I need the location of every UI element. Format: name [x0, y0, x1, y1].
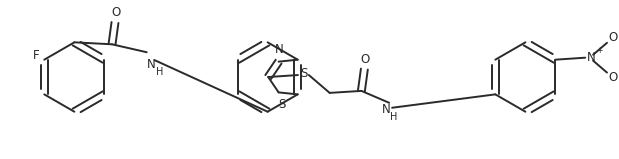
- Text: N: N: [382, 103, 391, 116]
- Text: O: O: [608, 71, 618, 84]
- Text: O: O: [111, 6, 121, 19]
- Text: ·: ·: [618, 72, 619, 85]
- Text: N: N: [275, 43, 284, 56]
- Text: S: S: [278, 98, 285, 111]
- Text: F: F: [33, 49, 40, 62]
- Text: H: H: [391, 112, 398, 122]
- Text: N: N: [587, 51, 595, 64]
- Text: O: O: [608, 31, 618, 44]
- Text: N: N: [147, 58, 156, 71]
- Text: S: S: [300, 67, 308, 80]
- Text: H: H: [156, 67, 163, 77]
- Text: O: O: [361, 53, 370, 66]
- Text: +: +: [596, 46, 602, 55]
